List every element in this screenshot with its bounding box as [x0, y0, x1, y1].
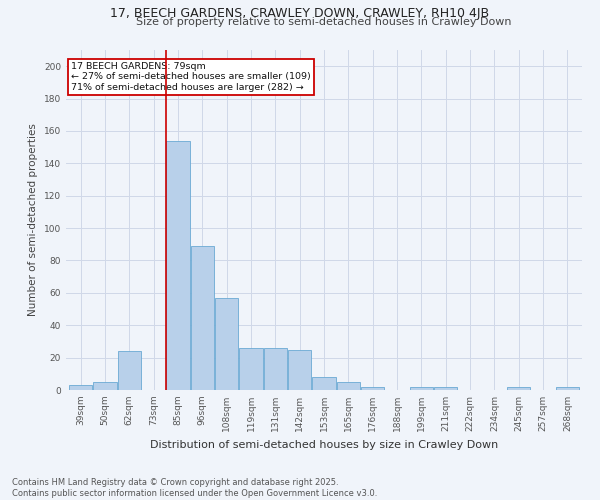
Bar — [69, 385, 92, 390]
Bar — [337, 382, 360, 390]
Bar — [264, 348, 287, 390]
Bar — [410, 387, 433, 390]
Y-axis label: Number of semi-detached properties: Number of semi-detached properties — [28, 124, 38, 316]
Title: Size of property relative to semi-detached houses in Crawley Down: Size of property relative to semi-detach… — [136, 17, 512, 27]
Bar — [361, 387, 384, 390]
Bar — [434, 387, 457, 390]
Text: Contains HM Land Registry data © Crown copyright and database right 2025.
Contai: Contains HM Land Registry data © Crown c… — [12, 478, 377, 498]
Bar — [507, 387, 530, 390]
Text: 17 BEECH GARDENS: 79sqm
← 27% of semi-detached houses are smaller (109)
71% of s: 17 BEECH GARDENS: 79sqm ← 27% of semi-de… — [71, 62, 311, 92]
Bar — [118, 351, 141, 390]
Bar — [191, 246, 214, 390]
Bar — [94, 382, 116, 390]
Bar — [239, 348, 263, 390]
Bar — [313, 377, 335, 390]
Bar — [166, 140, 190, 390]
Bar — [288, 350, 311, 390]
X-axis label: Distribution of semi-detached houses by size in Crawley Down: Distribution of semi-detached houses by … — [150, 440, 498, 450]
Text: 17, BEECH GARDENS, CRAWLEY DOWN, CRAWLEY, RH10 4JB: 17, BEECH GARDENS, CRAWLEY DOWN, CRAWLEY… — [110, 8, 490, 20]
Bar — [215, 298, 238, 390]
Bar — [556, 387, 579, 390]
